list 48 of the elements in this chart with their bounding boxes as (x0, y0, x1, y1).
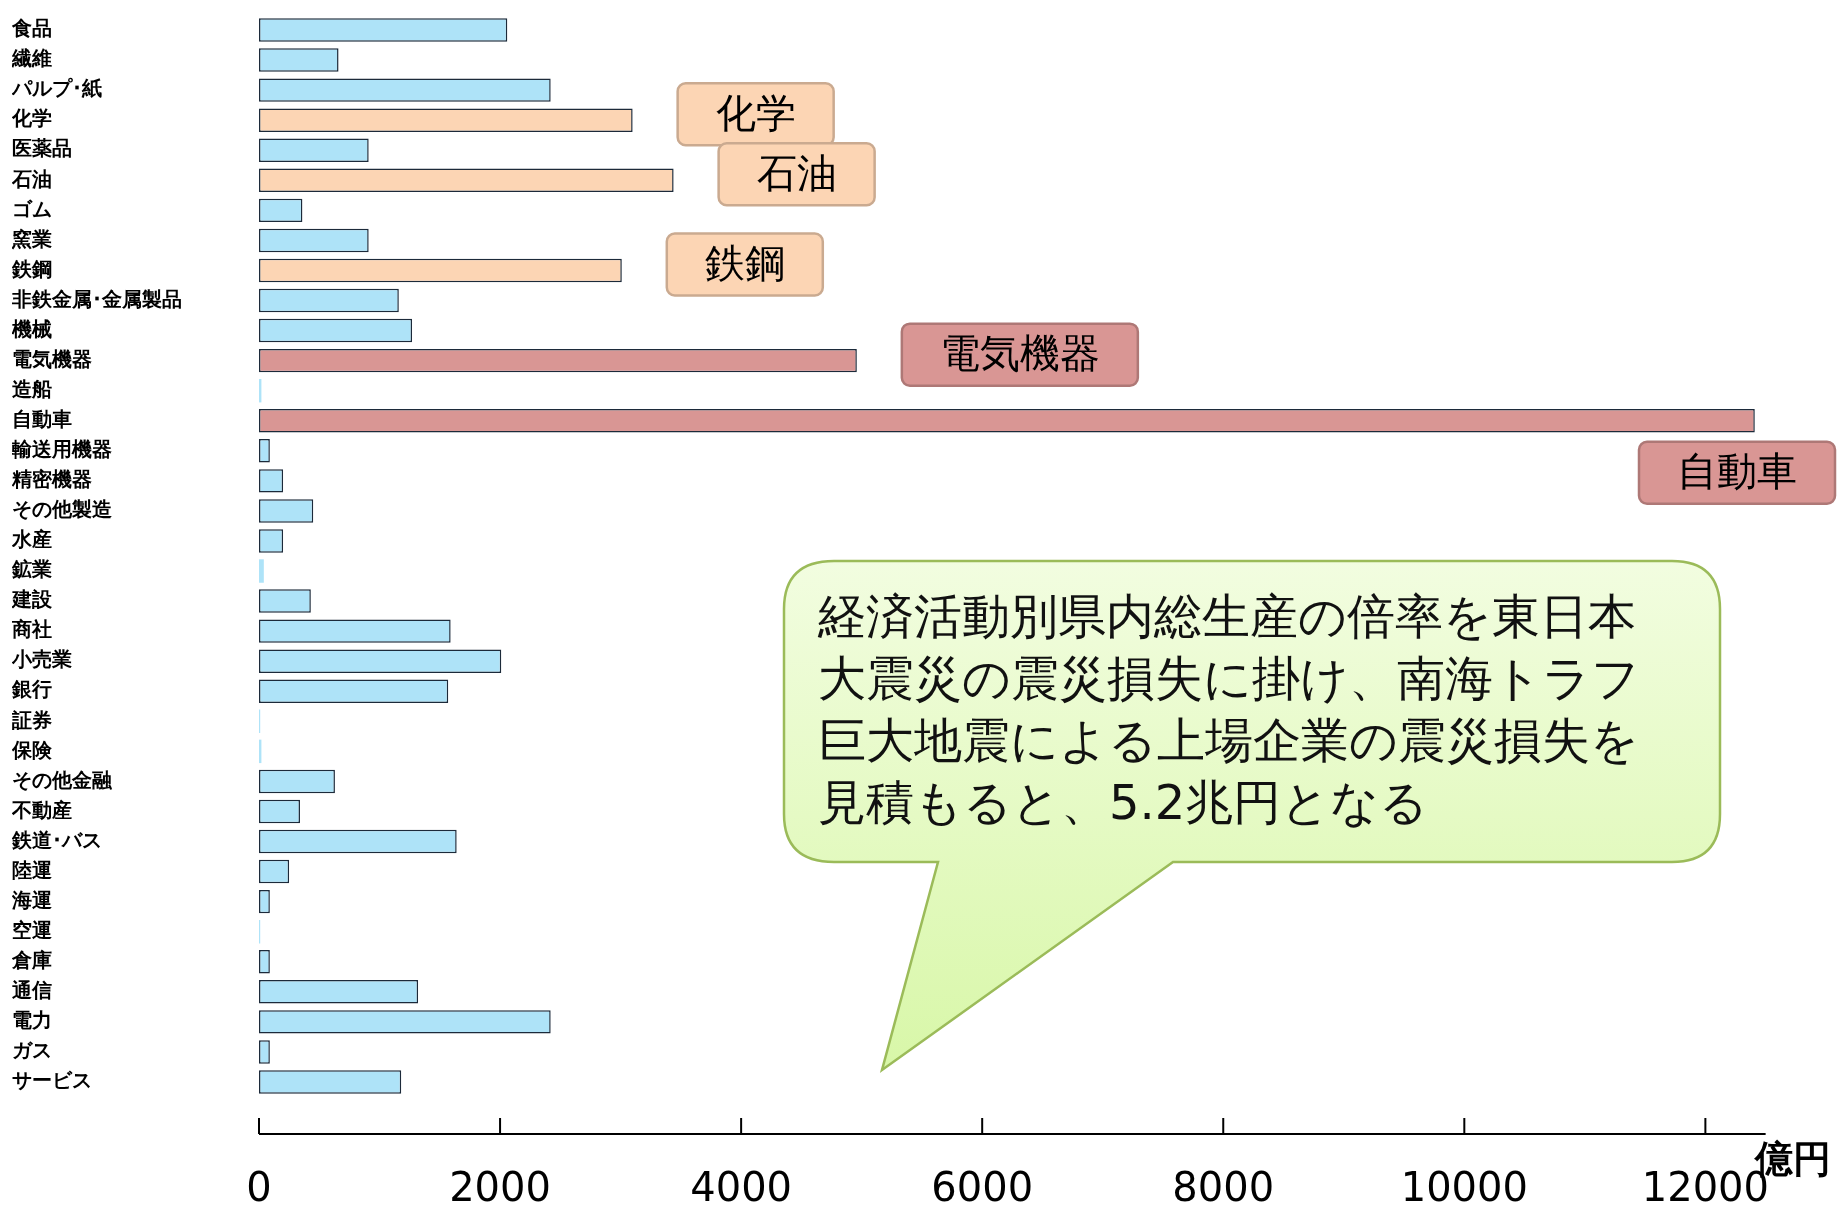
y-tick-label: 非鉄金属･金属製品 (11, 286, 182, 311)
y-tick-label: パルプ･紙 (11, 76, 102, 101)
y-tick-label: 電力 (12, 1008, 52, 1033)
y-tick-label: その他金融 (12, 767, 113, 792)
y-tick-label: 銀行 (11, 677, 52, 702)
annotation: 鉄鋼 (704, 239, 785, 286)
y-tick-label: 商社 (11, 617, 52, 642)
y-tick-label: 証券 (11, 707, 52, 732)
y-tick-label: 電気機器 (12, 346, 92, 371)
y-tick-label: ガス (12, 1038, 52, 1063)
y-tick-label: 海運 (11, 887, 52, 912)
y-tick-label: 窯業 (11, 226, 52, 251)
y-tick-label: その他製造 (12, 497, 112, 522)
x-tick-label: 8000 (1172, 1164, 1275, 1211)
y-tick-label: 機械 (11, 316, 52, 341)
y-tick-label: 精密機器 (11, 467, 92, 492)
y-tick-label: サービス (12, 1068, 92, 1093)
y-tick-label: 造船 (12, 376, 52, 401)
y-tick-label: 水産 (11, 527, 52, 552)
annotation: 化学 (715, 89, 796, 136)
y-tick-label: 鉄鋼 (11, 256, 52, 281)
y-tick-label: 保険 (11, 737, 53, 762)
annotation: 自動車 (1677, 448, 1797, 495)
x-tick-label: 6000 (931, 1164, 1034, 1211)
y-tick-label: 不動産 (11, 797, 72, 822)
y-tick-label: 倉庫 (11, 947, 52, 972)
y-tick-label: 鉱業 (11, 557, 52, 582)
x-tick-label: 0 (246, 1164, 272, 1211)
y-tick-label: 繊維 (11, 46, 52, 71)
y-tick-label: 空運 (12, 917, 52, 942)
annotation: 石油 (756, 149, 837, 196)
x-tick-label: 4000 (690, 1164, 793, 1211)
x-tick-label: 10000 (1400, 1164, 1528, 1211)
y-tick-label: 輸送用機器 (11, 437, 112, 462)
y-tick-label: 自動車 (12, 406, 72, 431)
y-tick-label: 石油 (11, 166, 52, 191)
y-tick-label: 陸運 (12, 857, 52, 882)
y-tick-label: 医薬品 (12, 136, 72, 161)
y-tick-label: 化学 (11, 106, 52, 131)
y-tick-label: 通信 (11, 978, 52, 1003)
bar (259, 559, 264, 583)
annotation: 電気機器 (939, 330, 1100, 377)
annotation: 経済活動別県内総生産の倍率を東日本大震災の震災損失に掛け、南海トラフ巨大地震による上場企業の震災損失を見積もると、5.2兆円となる (818, 587, 1641, 832)
y-tick-label: 鉄道･バス (11, 827, 102, 852)
y-tick-label: 小売業 (11, 647, 72, 672)
x-tick-label: 2000 (449, 1164, 551, 1211)
y-tick-label: 食品 (11, 16, 52, 41)
y-tick-label: ゴム (12, 196, 52, 221)
